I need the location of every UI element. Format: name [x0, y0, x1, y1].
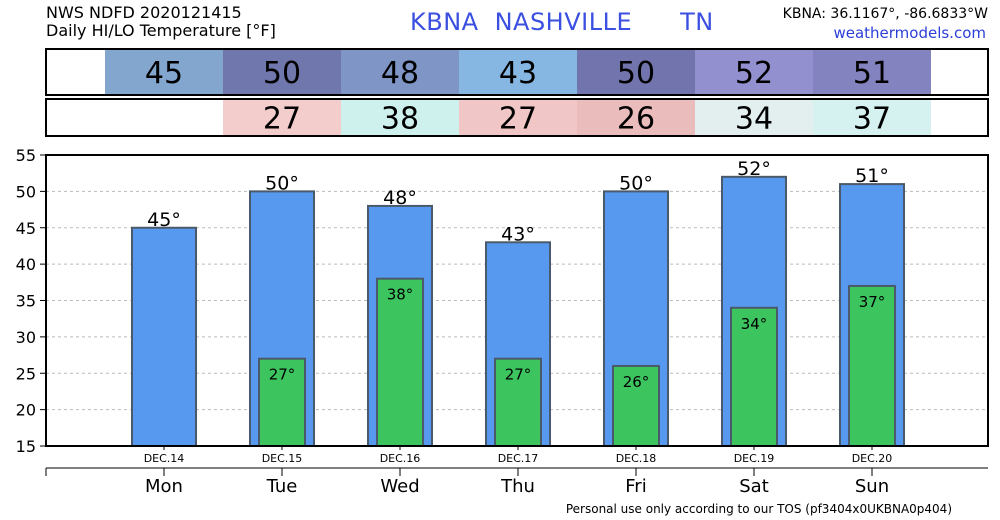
high-table-value: 50 — [263, 56, 301, 91]
high-bar-label: 48° — [383, 187, 417, 209]
date-label: DEC.19 — [734, 452, 775, 465]
day-label: Wed — [380, 476, 419, 497]
y-tick-label: 15 — [16, 437, 36, 456]
high-table-cell — [341, 50, 459, 94]
date-label: DEC.17 — [498, 452, 539, 465]
high-table-cell — [105, 50, 223, 94]
low-table-cell — [459, 100, 577, 135]
low-bar-label: 27° — [505, 366, 532, 384]
low-table-value: 26 — [617, 102, 655, 137]
y-tick-label: 35 — [16, 292, 36, 311]
day-label: Sun — [855, 476, 889, 497]
high-table-value: 50 — [617, 56, 655, 91]
high-table-value: 52 — [735, 56, 773, 91]
high-bar-label: 51° — [855, 165, 889, 187]
plot-frame — [45, 154, 989, 447]
date-label: DEC.18 — [616, 452, 657, 465]
high-bar-label: 52° — [737, 158, 771, 180]
low-table-cell — [577, 100, 695, 135]
date-label: DEC.15 — [262, 452, 303, 465]
low-bar-label: 34° — [741, 315, 768, 333]
high-table-cell — [459, 50, 577, 94]
low-table-value: 38 — [381, 102, 419, 137]
product-title: Daily HI/LO Temperature [°F] — [46, 21, 276, 40]
source-title: NWS NDFD 2020121415 — [46, 3, 242, 22]
high-table-cell — [577, 50, 695, 94]
low-bar-label: 27° — [269, 366, 296, 384]
low-bar — [258, 357, 306, 448]
y-tick-label: 45 — [16, 219, 36, 238]
day-label: Fri — [625, 476, 646, 497]
tos-notice: Personal use only according to our TOS (… — [565, 502, 952, 516]
low-bar-label: 38° — [387, 286, 414, 304]
website-link[interactable]: weathermodels.com — [833, 24, 986, 42]
low-bar — [848, 284, 896, 448]
low-table-value: 37 — [853, 102, 891, 137]
low-table-value: 27 — [263, 102, 301, 137]
high-table-value: 45 — [145, 56, 183, 91]
y-tick-label: 40 — [16, 255, 36, 274]
station-heading: KBNA NASHVILLE TN — [410, 8, 730, 36]
low-table-value: 27 — [499, 102, 537, 137]
y-tick-label: 20 — [16, 401, 36, 420]
high-bar-label: 43° — [501, 223, 535, 245]
high-bar-label: 45° — [147, 209, 181, 231]
day-label: Tue — [266, 476, 298, 497]
station-state: TN — [680, 8, 714, 36]
low-table-cell — [341, 100, 459, 135]
high-table-value: 51 — [853, 56, 891, 91]
high-table-cell — [695, 50, 813, 94]
day-label: Mon — [145, 476, 183, 497]
day-label: Sat — [739, 476, 769, 497]
low-table-cell — [695, 100, 813, 135]
high-table-cell — [813, 50, 931, 94]
low-bar-label: 37° — [859, 293, 886, 311]
date-label: DEC.16 — [380, 452, 421, 465]
y-tick-label: 55 — [16, 146, 36, 165]
low-table-cell — [105, 100, 223, 135]
date-label: DEC.14 — [144, 452, 185, 465]
high-bar-label: 50° — [619, 172, 653, 194]
day-label: Thu — [500, 476, 535, 497]
station-city: NASHVILLE — [494, 8, 633, 36]
low-bar-label: 26° — [623, 373, 650, 391]
high-table-cell — [223, 50, 341, 94]
station-id: KBNA — [410, 8, 479, 36]
low-table-value: 34 — [735, 102, 773, 137]
low-bar — [494, 357, 542, 448]
high-bar — [131, 226, 197, 447]
high-table-value: 43 — [499, 56, 537, 91]
y-tick-label: 30 — [16, 328, 36, 347]
low-table-cell — [223, 100, 341, 135]
low-bar — [376, 277, 424, 447]
y-tick-label: 50 — [16, 182, 36, 201]
low-bar — [730, 306, 778, 447]
high-table-value: 48 — [381, 56, 419, 91]
high-bar-label: 50° — [265, 172, 299, 194]
date-label: DEC.20 — [852, 452, 893, 465]
y-tick-label: 25 — [16, 364, 36, 383]
station-coordinates: KBNA: 36.1167°, -86.6833°W — [782, 6, 988, 22]
low-table-cell — [813, 100, 931, 135]
